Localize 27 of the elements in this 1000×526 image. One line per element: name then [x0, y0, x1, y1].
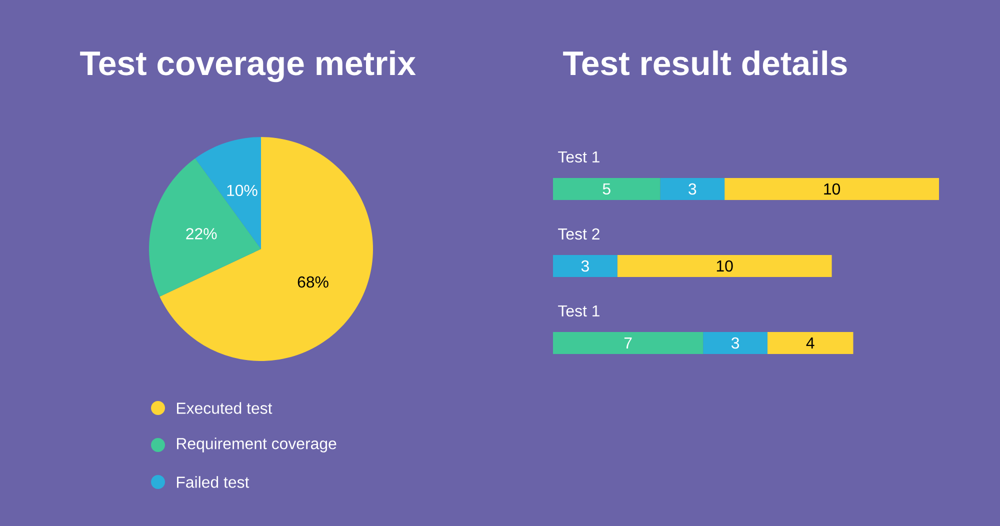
legend-label: Failed test: [177, 476, 250, 488]
legend-label: Executed test: [177, 402, 272, 414]
data-label: 4: [806, 338, 814, 348]
bar: [660, 178, 725, 200]
bar: [767, 332, 854, 354]
y-tick-label: Test 2: [558, 228, 600, 240]
data-label: 3: [731, 337, 740, 349]
bar: [703, 332, 768, 354]
data-label: 10%: [227, 184, 258, 196]
data-label: 68%: [298, 276, 328, 288]
data-label: 7: [624, 338, 632, 348]
data-label: 10: [824, 183, 840, 195]
data-label: 3: [581, 260, 589, 272]
data-label: 10: [716, 260, 733, 272]
bar: [724, 178, 940, 200]
bar: [617, 255, 832, 277]
data-label: 5: [602, 183, 610, 195]
data-label: 3: [688, 183, 696, 195]
legend-label: Requirement coverage: [177, 438, 336, 452]
bar: [553, 178, 660, 200]
chart-title: Test coverage metrix: [80, 50, 416, 82]
bar: [553, 332, 704, 354]
data-label: 22%: [186, 228, 217, 240]
chart-title: Test result details: [563, 50, 847, 76]
bar: [553, 255, 618, 277]
y-tick-label: Test 1: [558, 305, 600, 317]
y-tick-label: Test 1: [558, 151, 600, 163]
